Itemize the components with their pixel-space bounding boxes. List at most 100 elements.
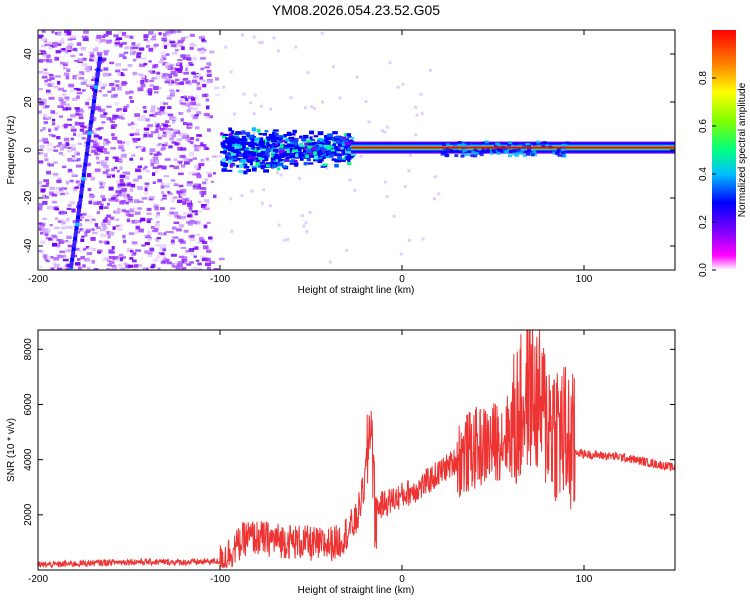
noise-cell bbox=[141, 197, 148, 200]
band-cell bbox=[284, 141, 288, 144]
noise-cell bbox=[170, 132, 174, 135]
band-cell bbox=[238, 170, 243, 173]
noise-cell bbox=[59, 147, 64, 151]
noise-cell bbox=[123, 51, 129, 54]
noise-cell bbox=[176, 62, 180, 66]
noise-cell bbox=[102, 94, 108, 97]
noise-cell bbox=[139, 157, 144, 161]
snr-ylabel: SNR (10 * v/v) bbox=[6, 418, 17, 482]
noise-cell bbox=[202, 79, 206, 82]
noise-cell bbox=[52, 172, 59, 176]
band-cell bbox=[272, 132, 276, 136]
noise-cell bbox=[201, 144, 207, 147]
band-cell bbox=[263, 152, 267, 157]
band-cell bbox=[322, 153, 327, 157]
noise-cell bbox=[166, 34, 171, 37]
noise-cell bbox=[164, 158, 171, 161]
noise-cell bbox=[192, 173, 197, 176]
band-cell bbox=[228, 134, 233, 138]
noise-cell bbox=[144, 185, 150, 188]
band-cell bbox=[318, 157, 324, 162]
noise-cell bbox=[169, 63, 174, 67]
noise-cell bbox=[39, 101, 45, 106]
noise-cell bbox=[82, 125, 88, 129]
noise-cell bbox=[184, 137, 191, 141]
noise-cell bbox=[187, 213, 193, 218]
noise-cell bbox=[129, 46, 134, 50]
noise-cell bbox=[207, 79, 213, 84]
noise-cell bbox=[179, 102, 186, 105]
band-cell bbox=[338, 153, 342, 157]
noise-cell bbox=[403, 185, 407, 188]
band-cell bbox=[251, 167, 257, 172]
noise-cell bbox=[123, 262, 128, 265]
noise-cell bbox=[200, 57, 206, 60]
noise-cell bbox=[181, 46, 185, 50]
spectrogram-xtick-label: -200 bbox=[28, 274, 48, 285]
noise-cell bbox=[176, 263, 183, 267]
streak-cell bbox=[83, 158, 88, 163]
noise-cell bbox=[67, 244, 74, 248]
colorbar-tick-label: 0.6 bbox=[698, 119, 709, 133]
band-cell bbox=[293, 145, 299, 150]
noise-cell bbox=[157, 267, 161, 270]
streak-cell bbox=[79, 194, 83, 199]
band-cell bbox=[228, 136, 235, 140]
snr-frame bbox=[37, 329, 676, 571]
carrier-bump bbox=[532, 142, 537, 146]
noise-cell bbox=[195, 103, 201, 107]
band-cell bbox=[281, 140, 286, 143]
noise-cell bbox=[47, 206, 53, 210]
noise-cell bbox=[89, 58, 94, 62]
noise-cell bbox=[128, 198, 133, 203]
noise-cell bbox=[43, 195, 49, 199]
band-cell bbox=[341, 151, 347, 155]
noise-cell bbox=[82, 264, 86, 268]
noise-cell bbox=[103, 112, 108, 115]
noise-cell bbox=[121, 193, 127, 197]
noise-cell bbox=[146, 219, 151, 223]
noise-cell bbox=[134, 131, 139, 135]
noise-cell bbox=[104, 148, 107, 152]
band-cell bbox=[306, 149, 311, 153]
band-cell bbox=[259, 137, 264, 141]
noise-cell bbox=[170, 30, 176, 34]
noise-cell bbox=[60, 211, 67, 215]
noise-cell bbox=[262, 188, 265, 192]
noise-cell bbox=[73, 188, 78, 193]
noise-cell bbox=[123, 268, 130, 270]
noise-cell bbox=[152, 230, 158, 233]
band-cell bbox=[266, 137, 272, 142]
noise-cell bbox=[58, 96, 63, 101]
band-cell bbox=[316, 154, 322, 158]
band-cell bbox=[242, 148, 248, 152]
band-cell bbox=[262, 133, 267, 136]
noise-cell bbox=[240, 194, 244, 198]
noise-cell bbox=[98, 40, 103, 44]
noise-cell bbox=[130, 100, 134, 103]
noise-cell bbox=[187, 82, 192, 86]
spectrogram-ytick-label: -20 bbox=[23, 190, 34, 205]
band-cell bbox=[279, 149, 285, 154]
noise-cell bbox=[155, 125, 162, 130]
carrier-bump bbox=[492, 150, 497, 154]
band-cell bbox=[230, 151, 234, 154]
band-cell bbox=[221, 158, 227, 163]
noise-cell bbox=[137, 200, 144, 203]
noise-cell bbox=[118, 115, 123, 119]
noise-cell bbox=[144, 250, 149, 254]
noise-cell bbox=[213, 194, 217, 199]
noise-cell bbox=[75, 112, 80, 116]
noise-cell bbox=[65, 249, 70, 253]
noise-cell bbox=[111, 246, 115, 250]
noise-cell bbox=[174, 142, 179, 146]
noise-cell bbox=[196, 172, 201, 176]
streak-cell bbox=[87, 134, 92, 139]
band-cell bbox=[258, 133, 263, 136]
noise-cell bbox=[99, 108, 106, 113]
noise-cell bbox=[39, 204, 43, 207]
noise-cell bbox=[53, 149, 58, 152]
noise-cell bbox=[181, 136, 188, 140]
carrier-bump bbox=[479, 153, 484, 157]
noise-cell bbox=[51, 134, 56, 138]
